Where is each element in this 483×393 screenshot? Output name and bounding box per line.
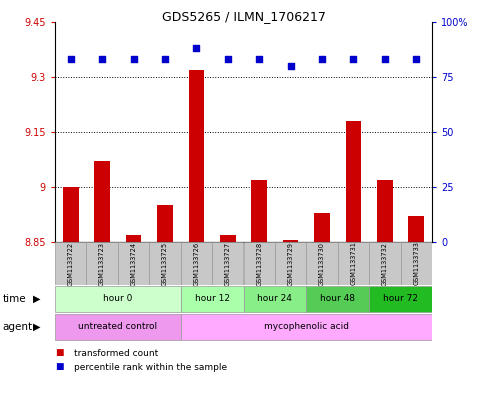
Bar bbox=[55, 286, 181, 312]
Point bbox=[381, 56, 389, 62]
Point bbox=[287, 63, 295, 69]
Text: GDS5265 / ILMN_1706217: GDS5265 / ILMN_1706217 bbox=[161, 10, 326, 23]
Bar bbox=[409, 216, 424, 242]
Text: transformed count: transformed count bbox=[74, 349, 158, 358]
Point bbox=[318, 56, 326, 62]
Text: GSM1133724: GSM1133724 bbox=[130, 241, 137, 286]
Bar bbox=[338, 242, 369, 285]
Text: GSM1133723: GSM1133723 bbox=[99, 242, 105, 285]
Bar bbox=[149, 242, 181, 285]
Bar bbox=[94, 162, 110, 242]
Bar bbox=[283, 240, 298, 242]
Point bbox=[161, 56, 169, 62]
Text: hour 12: hour 12 bbox=[195, 294, 229, 303]
Bar bbox=[86, 242, 118, 285]
Bar bbox=[243, 242, 275, 285]
Text: hour 0: hour 0 bbox=[103, 294, 132, 303]
Text: ■: ■ bbox=[55, 362, 63, 371]
Text: GSM1133729: GSM1133729 bbox=[287, 242, 294, 285]
Text: GSM1133730: GSM1133730 bbox=[319, 242, 325, 285]
Bar bbox=[377, 180, 393, 242]
Point bbox=[350, 56, 357, 62]
Text: time: time bbox=[2, 294, 26, 304]
Bar bbox=[220, 235, 236, 242]
Text: ■: ■ bbox=[55, 349, 63, 358]
Text: hour 72: hour 72 bbox=[383, 294, 418, 303]
Text: GSM1133732: GSM1133732 bbox=[382, 242, 388, 285]
Point bbox=[412, 56, 420, 62]
Bar bbox=[306, 242, 338, 285]
Bar bbox=[126, 235, 142, 242]
Bar bbox=[181, 242, 212, 285]
Text: hour 48: hour 48 bbox=[320, 294, 355, 303]
Text: GSM1133726: GSM1133726 bbox=[193, 241, 199, 286]
Text: GSM1133733: GSM1133733 bbox=[413, 242, 419, 285]
Text: percentile rank within the sample: percentile rank within the sample bbox=[74, 362, 227, 371]
Point bbox=[256, 56, 263, 62]
Text: ▶: ▶ bbox=[33, 294, 41, 304]
Bar bbox=[251, 180, 267, 242]
Text: ▶: ▶ bbox=[33, 322, 41, 332]
Bar bbox=[63, 187, 79, 242]
Bar bbox=[55, 314, 181, 340]
Bar bbox=[314, 213, 330, 242]
Text: GSM1133722: GSM1133722 bbox=[68, 241, 74, 286]
Bar bbox=[55, 242, 86, 285]
Bar bbox=[275, 242, 306, 285]
Text: hour 24: hour 24 bbox=[257, 294, 292, 303]
Bar bbox=[212, 242, 243, 285]
Text: GSM1133725: GSM1133725 bbox=[162, 241, 168, 286]
Point bbox=[224, 56, 232, 62]
Point bbox=[129, 56, 137, 62]
Bar bbox=[181, 314, 432, 340]
Bar bbox=[188, 70, 204, 242]
Bar bbox=[369, 286, 432, 312]
Text: GSM1133727: GSM1133727 bbox=[225, 241, 231, 286]
Bar bbox=[243, 286, 306, 312]
Bar bbox=[400, 242, 432, 285]
Point bbox=[67, 56, 74, 62]
Point bbox=[193, 45, 200, 51]
Bar bbox=[306, 286, 369, 312]
Bar bbox=[118, 242, 149, 285]
Text: agent: agent bbox=[2, 322, 32, 332]
Text: mycophenolic acid: mycophenolic acid bbox=[264, 322, 349, 331]
Text: GSM1133728: GSM1133728 bbox=[256, 241, 262, 286]
Text: untreated control: untreated control bbox=[78, 322, 157, 331]
Bar bbox=[181, 286, 243, 312]
Bar bbox=[346, 121, 361, 242]
Bar bbox=[157, 205, 173, 242]
Text: GSM1133731: GSM1133731 bbox=[351, 242, 356, 285]
Bar bbox=[369, 242, 400, 285]
Point bbox=[98, 56, 106, 62]
